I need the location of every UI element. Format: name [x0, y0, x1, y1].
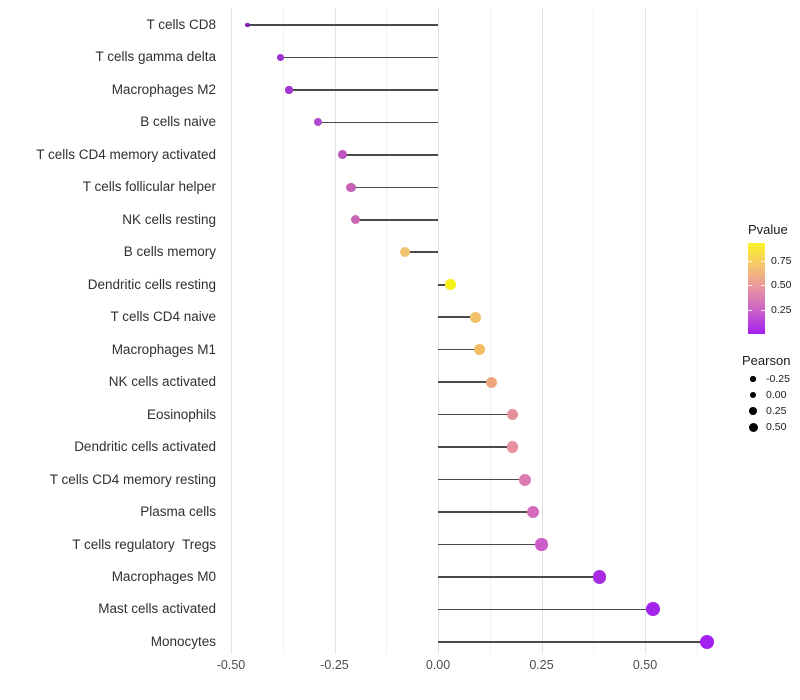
gradient-tick: [761, 309, 765, 311]
lollipop-dot: [350, 215, 360, 225]
y-axis-label: Macrophages M2: [111, 81, 216, 97]
gradient-tick: [748, 260, 752, 262]
y-axis-label: Dendritic cells resting: [87, 276, 216, 292]
lollipop-dot: [338, 150, 348, 160]
pearson-size-label: 0.50: [766, 421, 787, 433]
gridline-major: [231, 8, 232, 654]
lollipop-dot: [285, 86, 293, 94]
lollipop-dot: [699, 634, 715, 650]
gradient-tick: [748, 309, 752, 311]
y-axis-label: T cells CD8: [146, 17, 216, 32]
pearson-size-label: -0.25: [766, 373, 790, 385]
pvalue-tick-label: 0.50: [771, 279, 792, 292]
lollipop-dot: [313, 118, 322, 127]
lollipop-stem: [438, 413, 513, 416]
gridline-major: [541, 8, 543, 654]
x-axis-tick-label: -0.50: [216, 658, 246, 672]
lollipop-dot: [506, 441, 519, 453]
gridline-major: [334, 8, 336, 654]
y-axis-label: NK cells resting: [122, 211, 216, 227]
gridline-minor: [282, 8, 284, 654]
gradient-tick: [761, 285, 765, 287]
y-axis-label: Macrophages M1: [111, 341, 216, 357]
lollipop-stem: [438, 576, 600, 578]
gridline-minor: [696, 8, 698, 654]
x-axis-tick-label: 0.25: [529, 658, 554, 672]
lollipop-dot: [506, 408, 519, 421]
lollipop-dot: [527, 506, 540, 519]
lollipop-stem: [355, 219, 438, 221]
lollipop-dot: [535, 538, 548, 551]
y-axis-label: T cells CD4 naive: [110, 309, 216, 325]
y-axis-label: NK cells activated: [108, 374, 216, 390]
gridline-minor: [593, 8, 595, 654]
pvalue-gradient-bar: [748, 243, 765, 334]
pearson-legend-title: Pearson: [742, 353, 791, 368]
y-axis-label: T cells gamma delta: [95, 49, 216, 65]
lollipop-stem: [438, 641, 708, 643]
x-axis-tick-label: 0.50: [632, 658, 658, 672]
x-axis-tick-label: 0.00: [425, 658, 451, 672]
pearson-size-dot: [750, 376, 756, 382]
pearson-size-label: 0.00: [766, 389, 787, 401]
pearson-size-dot: [748, 422, 758, 432]
pearson-size-label: 0.25: [766, 405, 787, 417]
pvalue-legend-title: Pvalue: [748, 222, 788, 237]
lollipop-stem: [438, 543, 542, 546]
gradient-tick: [761, 260, 765, 262]
y-axis-label: T cells follicular helper: [82, 179, 216, 195]
lollipop-stem: [288, 89, 438, 91]
lollipop-dot: [518, 473, 531, 486]
lollipop-stem: [317, 121, 438, 124]
y-axis-label: T cells CD4 memory resting: [49, 471, 216, 487]
y-axis-label: Dendritic cells activated: [74, 439, 216, 455]
y-axis-label: B cells memory: [123, 244, 216, 260]
x-axis-tick-label: -0.25: [320, 658, 349, 672]
lollipop-stem: [438, 608, 654, 611]
lollipop-dot: [592, 570, 607, 584]
lollipop-dot: [473, 344, 485, 356]
pearson-size-dot: [749, 407, 757, 415]
lollipop-stem: [342, 154, 438, 156]
lollipop-dot: [245, 22, 250, 28]
gradient-tick: [748, 285, 752, 287]
lollipop-stem: [438, 348, 480, 351]
y-axis-label: Plasma cells: [140, 504, 216, 520]
gridline-minor: [489, 8, 491, 654]
pearson-size-dot: [749, 391, 757, 399]
lollipop-stem: [247, 24, 438, 26]
lollipop-stem: [438, 446, 513, 448]
pvalue-tick-label: 0.75: [771, 254, 792, 267]
y-axis-label: B cells naive: [140, 114, 216, 130]
lollipop-stem: [351, 186, 438, 189]
y-axis-label: T cells regulatory Tregs: [72, 536, 216, 552]
lollipop-dot: [486, 376, 498, 388]
lollipop-dot: [469, 311, 481, 323]
pvalue-tick-label: 0.25: [771, 303, 792, 316]
lollipop-dot: [399, 247, 410, 258]
lollipop-dot: [277, 54, 285, 61]
lollipop-stem: [404, 251, 438, 254]
lollipop-stem: [438, 381, 492, 383]
lollipop-dot: [646, 602, 661, 617]
lollipop-dot: [445, 279, 456, 291]
y-axis-label: Eosinophils: [146, 406, 216, 422]
lollipop-stem: [438, 316, 476, 319]
y-axis-label: Monocytes: [150, 633, 216, 649]
gridline-major: [438, 8, 439, 654]
lollipop-stem: [438, 283, 451, 286]
y-axis-label: Macrophages M0: [111, 568, 216, 584]
gridline-major: [645, 8, 646, 654]
lollipop-stem: [438, 478, 525, 481]
lollipop-dot: [346, 182, 356, 192]
lollipop-stem: [438, 511, 534, 513]
plot-panel: [222, 8, 730, 654]
lollipop-stem: [280, 56, 438, 59]
y-axis-label: T cells CD4 memory activated: [36, 146, 216, 162]
y-axis-label: Mast cells activated: [98, 601, 216, 617]
gridline-minor: [386, 8, 388, 654]
